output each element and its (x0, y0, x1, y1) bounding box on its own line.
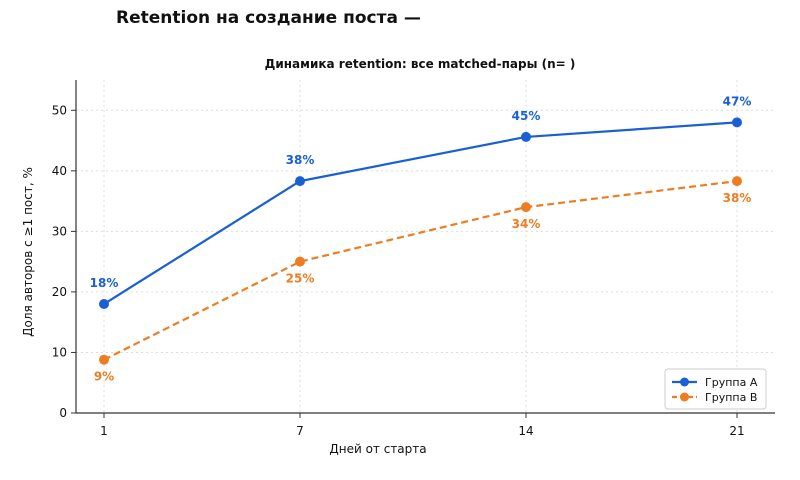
data-point (521, 131, 531, 142)
y-axis-label: Доля авторов с ≥1 пост, % (21, 167, 35, 337)
data-point (99, 354, 109, 365)
data-label: 34% (512, 217, 541, 231)
data-label: 38% (723, 191, 752, 205)
y-tick-label: 10 (52, 345, 67, 359)
legend-marker (680, 377, 689, 387)
legend: Группа A Группа B (664, 368, 767, 410)
x-tick-label: 1 (100, 424, 108, 438)
x-tick-label: 7 (296, 424, 304, 438)
data-label: 45% (512, 109, 541, 123)
grid (76, 80, 775, 413)
data-point (99, 299, 109, 310)
data-point (732, 176, 742, 187)
data-point (732, 117, 742, 128)
series-line-group-a (103, 121, 738, 305)
data-label: 38% (286, 153, 315, 167)
data-label: 47% (723, 94, 752, 108)
x-tick-label: 14 (518, 424, 533, 438)
y-tick-label: 40 (52, 164, 67, 178)
page-title: Retention на создание поста — (116, 8, 421, 28)
data-point (295, 176, 305, 187)
y-tick-label: 20 (52, 285, 67, 299)
legend-label: Группа B (705, 391, 757, 404)
y-tick-label: 50 (52, 103, 67, 117)
legend-label: Группа A (705, 376, 758, 389)
legend-marker (680, 392, 689, 402)
axes: 0 10 20 30 40 50 1 7 14 21 (52, 80, 775, 438)
data-labels: 18% 38% 45% 47% 9% 25% 34% 38% (90, 94, 752, 383)
data-point (521, 202, 531, 213)
data-label: 25% (286, 272, 315, 286)
series-layer (99, 117, 742, 365)
series-line-group-b (103, 180, 738, 361)
chart-title: Динамика retention: все matched-пары (n=… (265, 57, 576, 71)
data-label: 18% (90, 276, 119, 290)
y-tick-label: 0 (59, 406, 67, 420)
x-tick-label: 21 (729, 424, 744, 438)
y-tick-label: 30 (52, 224, 67, 238)
data-point (295, 256, 305, 267)
data-label: 9% (94, 370, 114, 384)
legend-box (664, 368, 767, 410)
x-axis-label: Дней от старта (329, 442, 426, 456)
